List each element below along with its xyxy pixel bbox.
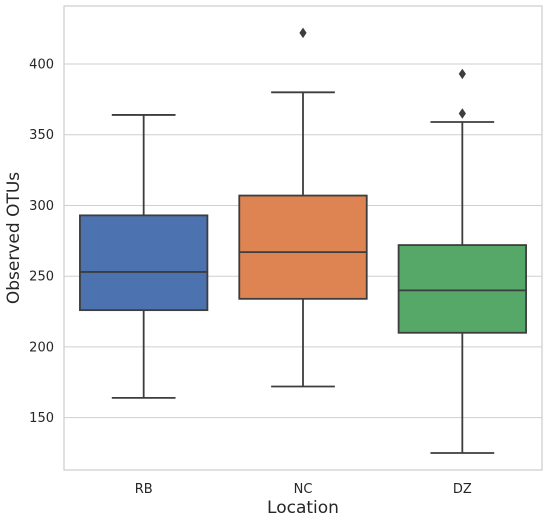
box-dz [397,244,527,334]
outlier-dz-1 [458,68,466,80]
y-axis-label: Observed OTUs [4,172,24,304]
x-axis-label: Location [267,498,339,518]
y-axis-ticks: 150 200 250 300 350 400 [29,58,54,427]
y-tick-label-350: 350 [29,128,54,143]
x-tick-label-dz: DZ [453,482,472,497]
plot-frame [63,5,543,471]
y-tick-label-200: 200 [29,340,54,355]
box-group-dz [397,68,527,454]
box-group-nc [238,27,368,388]
x-tick-label-rb: RB [135,482,153,497]
x-axis-ticks: RB NC DZ [135,482,472,497]
boxes [79,27,527,454]
y-tick-label-150: 150 [29,411,54,426]
box-rb [79,214,209,312]
y-tick-label-250: 250 [29,270,54,285]
y-tick-label-300: 300 [29,199,54,214]
box-nc [238,194,368,300]
y-tick-label-400: 400 [29,58,54,73]
x-tick-label-nc: NC [294,482,313,497]
box-group-rb [79,114,209,399]
outlier-nc-0 [299,27,307,39]
outlier-dz-0 [458,108,466,119]
